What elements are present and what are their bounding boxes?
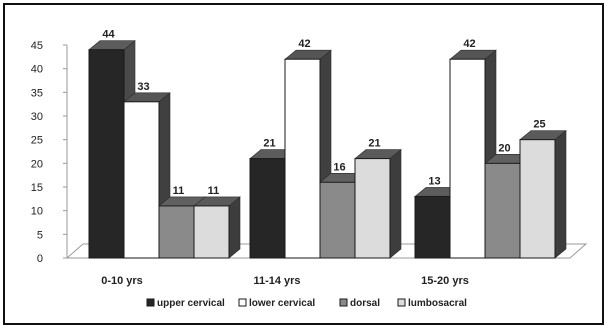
legend-item: dorsal [339, 298, 380, 309]
legend-item: lower cervical [238, 298, 315, 309]
legend-swatch [397, 298, 406, 307]
x-category-label: 11-14 yrs [253, 275, 300, 287]
bar-side [554, 130, 567, 259]
bar-front [484, 162, 521, 259]
y-tick-label: 40 [31, 64, 43, 76]
legend-item: upper cervical [146, 298, 225, 309]
y-tick-label: 30 [31, 111, 43, 123]
legend-label: dorsal [350, 298, 380, 309]
bar-front [123, 101, 160, 259]
y-tick-label: 20 [31, 158, 43, 170]
data-label: 42 [298, 38, 310, 50]
x-category-label: 0-10 yrs [101, 275, 143, 287]
bar-front [158, 205, 195, 259]
chart-frame: 0 5 10 15 20 25 30 35 40 45 0-10 yrs 11-14 yrs 15-20… [3, 3, 604, 325]
y-tick-label: 15 [31, 182, 43, 194]
legend-label: lower cervical [249, 298, 315, 309]
legend-label: lumbosacral [408, 298, 467, 309]
bar-front [449, 58, 486, 259]
data-label: 11 [173, 185, 185, 197]
bar-front [319, 181, 356, 259]
y-tick-label: 25 [31, 135, 43, 147]
data-label: 20 [498, 142, 510, 154]
bar-lumbosacral [354, 148, 402, 259]
bar-front [284, 58, 321, 259]
data-label: 44 [102, 29, 115, 41]
y-tick-label: 10 [31, 206, 43, 218]
data-label: 16 [333, 161, 345, 173]
bar-front [414, 195, 451, 259]
y-tick-label: 45 [31, 40, 43, 52]
y-tick-label: 0 [37, 253, 43, 265]
bar-side [228, 196, 241, 259]
bar-lumbosacral [193, 196, 241, 259]
data-label: 11 [208, 185, 220, 197]
legend-swatch [339, 298, 348, 307]
legend-swatch [238, 298, 247, 307]
data-label: 42 [463, 38, 475, 50]
bar-front [193, 205, 230, 259]
bar-front [249, 158, 286, 259]
legend-label: upper cervical [157, 298, 225, 309]
legend-swatch [146, 298, 155, 307]
data-label: 13 [428, 175, 440, 187]
data-label: 21 [368, 138, 380, 150]
bar-front [88, 49, 125, 259]
y-tick-label: 35 [31, 87, 43, 99]
bar-chart: 0 5 10 15 20 25 30 35 40 45 0-10 yrs 11-14 yrs 15-20… [31, 29, 588, 309]
x-category-label: 15-20 yrs [421, 275, 469, 287]
data-label: 21 [263, 138, 275, 150]
bar-front [519, 139, 556, 259]
data-label: 25 [533, 119, 545, 131]
y-tick-label: 5 [37, 229, 43, 241]
bar-side [389, 148, 402, 259]
bar-lumbosacral [519, 130, 567, 259]
legend-item: lumbosacral [397, 298, 467, 309]
bar-front [354, 158, 391, 259]
data-label: 33 [137, 81, 149, 93]
